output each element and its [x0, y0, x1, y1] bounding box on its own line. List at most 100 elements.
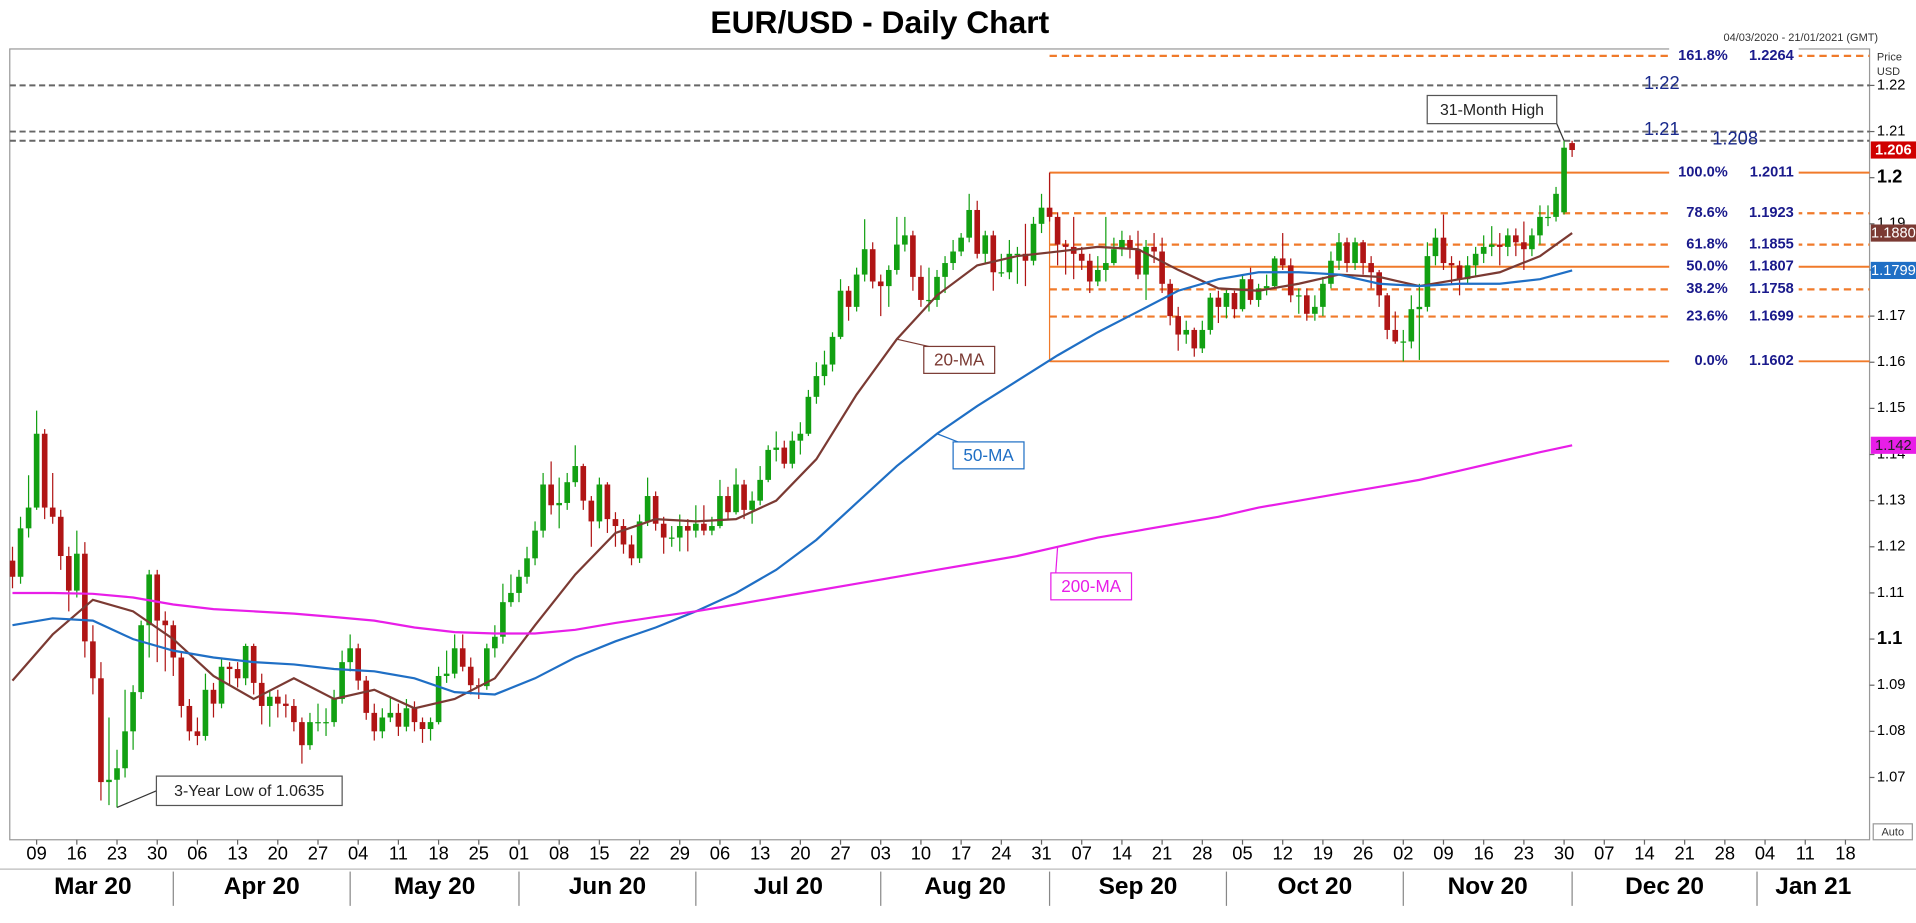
fib-value: 1.1807: [1749, 259, 1794, 275]
candle-body: [435, 675, 442, 723]
month-label: Aug 20: [924, 873, 1005, 900]
candle-body: [1143, 246, 1149, 275]
candle-body: [1320, 283, 1326, 307]
x-tick-label: 11: [389, 842, 408, 863]
candle-body: [749, 500, 755, 510]
candle-body: [926, 299, 932, 302]
x-tick-label: 13: [227, 842, 247, 863]
candle-body: [516, 576, 522, 593]
candle-body: [170, 625, 177, 658]
candle-body: [821, 364, 828, 377]
candle-body: [299, 722, 305, 746]
fib-label-bg: [1669, 258, 1799, 276]
scale-box[interactable]: [1872, 823, 1913, 841]
fib-label-bg: [1669, 307, 1799, 326]
reference-label: 1.21: [1644, 118, 1680, 139]
candle-body: [982, 235, 989, 254]
candle-body: [1046, 207, 1053, 217]
month-label: Nov 20: [1448, 873, 1528, 900]
candle-body: [998, 272, 1005, 274]
x-tick-label: 29: [670, 842, 690, 863]
x-tick-label: 21: [1674, 842, 1694, 863]
x-tick-label: 20: [268, 842, 288, 863]
candle-body: [1400, 341, 1407, 343]
candle-body: [885, 269, 892, 287]
candle-body: [283, 703, 289, 706]
fib-value: 1.2011: [1750, 164, 1794, 180]
candle-body: [1111, 249, 1117, 264]
candle-body: [1094, 269, 1101, 282]
ma-label: 50-MA: [963, 446, 1014, 465]
fib-label-bg: [1669, 280, 1799, 298]
candle-body: [1352, 242, 1358, 264]
candle-body: [765, 449, 772, 480]
candle-body: [484, 648, 490, 687]
candle-body: [524, 558, 530, 577]
candle-body: [1392, 329, 1399, 342]
candle-body: [41, 433, 48, 508]
candle-body: [1287, 265, 1294, 296]
candle-body: [733, 484, 739, 513]
candle-body: [1521, 242, 1527, 250]
ma-label: 20-MA: [934, 351, 985, 370]
fib-label-bg: [1669, 47, 1799, 65]
scale-mode[interactable]: Auto: [1881, 826, 1904, 838]
month-label: Dec 20: [1625, 873, 1704, 900]
candle-body: [339, 662, 345, 700]
candle-body: [25, 507, 32, 529]
candle-body: [548, 484, 554, 506]
candle-body: [950, 251, 956, 264]
candle-body: [363, 680, 370, 713]
x-tick-label: 04: [1755, 842, 1775, 863]
fib-label: 23.6%: [1686, 308, 1728, 324]
month-label: Jul 20: [754, 873, 823, 900]
candle-body: [33, 433, 40, 508]
x-tick-label: 27: [308, 842, 328, 863]
x-tick-label: 22: [629, 842, 649, 863]
x-tick-label: 26: [1353, 842, 1373, 863]
reference-label: 1.22: [1644, 72, 1680, 93]
x-tick-label: 04: [348, 842, 368, 863]
candle-body: [451, 648, 458, 674]
candle-body: [1255, 288, 1262, 300]
candle-body: [138, 625, 144, 693]
reference-label: 1.208: [1712, 127, 1758, 148]
annotation-pointer: [1556, 123, 1565, 142]
candle-body: [564, 482, 571, 503]
x-tick-label: 02: [1393, 842, 1413, 863]
price-tag-label: 1.1799: [1871, 263, 1916, 279]
candle-body: [628, 544, 635, 559]
candle-body: [781, 447, 788, 464]
x-tick-label: 21: [1152, 842, 1172, 863]
x-tick-label: 19: [1313, 842, 1333, 863]
candle-body: [1279, 258, 1286, 266]
candle-body: [1054, 216, 1061, 245]
axis-label: USD: [1877, 66, 1900, 78]
month-label: Jun 20: [569, 873, 646, 900]
candle-body: [403, 708, 410, 727]
plot-frame: [9, 48, 1871, 841]
fib-value: 1.1602: [1749, 353, 1794, 369]
candle-body: [1480, 246, 1487, 254]
x-tick-label: 18: [428, 842, 448, 863]
candle-body: [1537, 216, 1543, 236]
candle-body: [693, 523, 699, 531]
candle-body: [1496, 244, 1503, 247]
candle-body: [508, 592, 514, 603]
x-tick-label: 30: [147, 842, 167, 863]
x-tick-label: 11: [1796, 842, 1815, 863]
candle-body: [1127, 239, 1133, 250]
candle-body: [1022, 253, 1029, 261]
candle-body: [1038, 207, 1045, 224]
annotation-box: [155, 775, 343, 807]
candle-body: [57, 516, 64, 557]
fib-label: 100.0%: [1678, 164, 1728, 180]
fib-value: 1.1855: [1749, 236, 1794, 252]
price-tag-label: 1.206: [1875, 142, 1912, 158]
annotation-pointer: [116, 790, 157, 809]
candle-body: [572, 466, 579, 483]
ma-pointer: [936, 433, 959, 443]
candle-body: [1103, 263, 1109, 270]
candle-body: [1416, 306, 1423, 310]
